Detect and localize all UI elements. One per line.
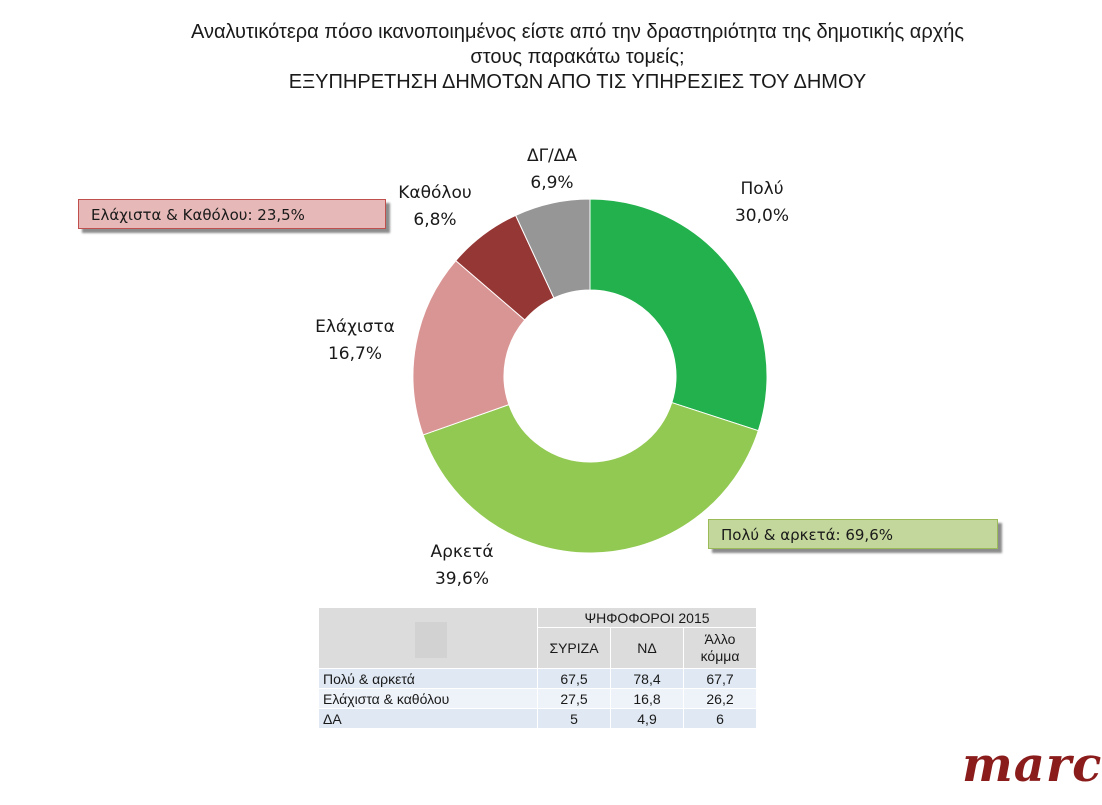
voters-table: ΨΗΦΟΦΟΡΟΙ 2015 ΣΥΡΙΖΑ ΝΔ Άλλο κόμμα Πολύ…: [318, 607, 757, 729]
table-cell: 27,5: [537, 688, 611, 709]
table-cell: 6: [683, 708, 757, 729]
table-cell: 5: [537, 708, 611, 729]
table-header-row: ΨΗΦΟΦΟΡΟΙ 2015: [318, 607, 757, 669]
callout-much-enough: Πολύ & αρκετά: 69,6%: [708, 519, 998, 549]
callout-little-none: Ελάχιστα & Καθόλου: 23,5%: [78, 199, 386, 229]
slice-value-label: 6,9%: [530, 173, 573, 193]
table-cell: 78,4: [610, 668, 684, 689]
table-col-header: Άλλο κόμμα: [683, 627, 757, 669]
slice-category-label: Πολύ: [740, 179, 783, 199]
table-row-label: Ελάχιστα & καθόλου: [318, 688, 538, 709]
slice-category-label: Αρκετά: [430, 542, 493, 562]
table-cell: 67,5: [537, 668, 611, 689]
table-col-header: ΣΥΡΙΖΑ: [537, 627, 611, 669]
slice-value-label: 6,8%: [413, 210, 456, 230]
slice-value-label: 30,0%: [735, 206, 789, 226]
donut-slice: [412, 259, 526, 436]
table-cell: 26,2: [683, 688, 757, 709]
table-col-header-text: Άλλο κόμμα: [700, 631, 740, 664]
table-col-header: ΝΔ: [610, 627, 684, 669]
table-row-label: ΔΑ: [318, 708, 538, 729]
donut-chart: Πολύ 30,0% Αρκετά 39,6% Ελάχιστα 16,7% Καθόλου…: [315, 146, 789, 589]
table-cell: 4,9: [610, 708, 684, 729]
title-line-3: ΕΞΥΠΗΡΕΤΗΣΗ ΔΗΜΟΤΩΝ ΑΠΟ ΤΙΣ ΥΠΗΡΕΣΙΕΣ ΤΟ…: [288, 71, 867, 93]
donut-slice: [514, 198, 591, 299]
marc-logo: marc: [962, 737, 1102, 793]
table-row: Ελάχιστα & καθόλου 27,5 16,8 26,2: [318, 688, 757, 709]
slice-category-label: Ελάχιστα: [315, 317, 395, 337]
slice-value-label: 16,7%: [328, 344, 382, 364]
donut-slice: [589, 198, 768, 432]
donut-slice: [422, 401, 759, 554]
slice-category-label: ΔΓ/ΔΑ: [527, 146, 577, 166]
table-corner-cell: [318, 607, 538, 669]
table-row: ΔΑ 5 4,9 6: [318, 708, 757, 729]
slice-category-label: Καθόλου: [398, 183, 471, 203]
table-cell: 67,7: [683, 668, 757, 689]
title-line-1: Αναλυτικότερα πόσο ικανοποιημένος είστε …: [190, 21, 965, 43]
chart-title: Αναλυτικότερα πόσο ικανοποιημένος είστε …: [60, 20, 1095, 95]
table-row: Πολύ & αρκετά 67,5 78,4 67,7: [318, 668, 757, 689]
table-cell: 16,8: [610, 688, 684, 709]
table-column-row: ΣΥΡΙΖΑ ΝΔ Άλλο κόμμα: [319, 627, 757, 669]
slice-value-label: 39,6%: [435, 569, 489, 589]
table-row-label: Πολύ & αρκετά: [318, 668, 538, 689]
title-line-2: στους παρακάτω τομείς;: [470, 46, 685, 68]
table-group-header: ΨΗΦΟΦΟΡΟΙ 2015: [537, 607, 757, 628]
